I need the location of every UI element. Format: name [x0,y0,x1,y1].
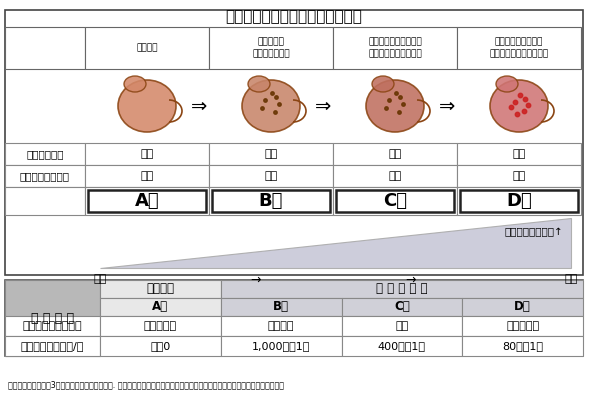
FancyBboxPatch shape [342,316,462,336]
Text: B群: B群 [273,301,289,314]
Text: 胃粘膜の萎縮が進み
ピロリ菌も生息できない: 胃粘膜の萎縮が進み ピロリ菌も生息できない [490,38,549,58]
Text: 胃がんリスク検診の総合判定方法: 胃がんリスク検診の総合判定方法 [225,9,362,24]
FancyBboxPatch shape [460,190,578,212]
Text: A群: A群 [152,301,168,314]
Text: 陽性: 陽性 [388,171,402,181]
Ellipse shape [496,76,518,92]
FancyBboxPatch shape [457,187,581,215]
FancyBboxPatch shape [88,190,206,212]
Text: 胃粘膜が炎症を起こし
少しずつ胃が萎縮する: 胃粘膜が炎症を起こし 少しずつ胃が萎縮する [368,38,422,58]
Text: 正常な胃に
ピロリ菌が感染: 正常な胃に ピロリ菌が感染 [252,38,290,58]
Text: 高い: 高い [565,274,578,284]
Text: 陰性: 陰性 [264,171,278,181]
FancyBboxPatch shape [100,280,221,298]
Text: 陰性: 陰性 [512,149,526,159]
Text: B群: B群 [259,192,283,210]
FancyBboxPatch shape [457,27,581,69]
Text: 低い: 低い [93,274,107,284]
Text: C群: C群 [394,301,409,314]
FancyBboxPatch shape [342,336,462,356]
Text: 胃がんの発生頻度/年: 胃がんの発生頻度/年 [21,341,84,351]
Ellipse shape [242,80,300,132]
FancyBboxPatch shape [5,280,583,356]
Text: 要 精 密 検 査: 要 精 密 検 査 [376,282,428,295]
Text: ピロリ菌抗体: ピロリ菌抗体 [26,149,64,159]
Text: 高い: 高い [395,321,408,331]
Text: D群: D群 [514,301,531,314]
Text: ⇒: ⇒ [191,96,207,115]
Ellipse shape [490,80,548,132]
Text: 400人に1人: 400人に1人 [378,341,426,351]
FancyBboxPatch shape [462,298,583,316]
Text: 胃がんの発生リスク: 胃がんの発生リスク [22,321,83,331]
FancyBboxPatch shape [212,190,330,212]
FancyBboxPatch shape [221,316,342,336]
FancyBboxPatch shape [333,187,457,215]
Text: 出典：三木一正　第3次対がん総合戦略研究事業. 胃がんスクリーニングのハイリスクストラテジーに関する研究（厚生労働省）: 出典：三木一正 第3次対がん総合戦略研究事業. 胃がんスクリーニングのハイリスク… [8,380,284,389]
Polygon shape [100,218,571,268]
FancyBboxPatch shape [462,316,583,336]
Text: 80人に1人: 80人に1人 [502,341,543,351]
Text: 胃がんの危険度　↑: 胃がんの危険度 ↑ [504,227,563,237]
FancyBboxPatch shape [5,27,85,69]
FancyBboxPatch shape [333,27,457,69]
Text: 正常な胃: 正常な胃 [136,43,158,53]
FancyBboxPatch shape [462,336,583,356]
Text: 非常に低い: 非常に低い [144,321,177,331]
Text: 精検不要: 精検不要 [146,282,175,295]
FancyBboxPatch shape [85,27,209,69]
FancyBboxPatch shape [333,165,457,187]
FancyBboxPatch shape [5,143,85,165]
Text: 1,000人に1人: 1,000人に1人 [252,341,310,351]
Ellipse shape [366,80,424,132]
FancyBboxPatch shape [221,336,342,356]
Text: →: → [405,274,416,287]
FancyBboxPatch shape [209,165,333,187]
Text: ほぼ0: ほぼ0 [150,341,171,351]
FancyBboxPatch shape [336,190,454,212]
FancyBboxPatch shape [209,187,333,215]
Text: 陽性: 陽性 [388,149,402,159]
Text: 非常に高い: 非常に高い [506,321,539,331]
FancyBboxPatch shape [5,280,100,356]
FancyBboxPatch shape [100,336,221,356]
FancyBboxPatch shape [5,187,85,215]
Text: 陽性: 陽性 [264,149,278,159]
Ellipse shape [248,76,270,92]
Text: ペプシノゲン検査: ペプシノゲン検査 [20,171,70,181]
FancyBboxPatch shape [209,143,333,165]
FancyBboxPatch shape [85,143,209,165]
Ellipse shape [118,80,176,132]
FancyBboxPatch shape [85,165,209,187]
FancyBboxPatch shape [221,280,583,298]
Text: 陽性: 陽性 [512,171,526,181]
Text: 総 合 判 定: 総 合 判 定 [31,312,74,325]
FancyBboxPatch shape [342,298,462,316]
Text: D群: D群 [506,192,532,210]
Text: ⇒: ⇒ [439,96,455,115]
FancyBboxPatch shape [5,165,85,187]
FancyBboxPatch shape [85,187,209,215]
Ellipse shape [372,76,394,92]
FancyBboxPatch shape [209,27,333,69]
FancyBboxPatch shape [457,165,581,187]
FancyBboxPatch shape [333,143,457,165]
FancyBboxPatch shape [5,316,100,336]
FancyBboxPatch shape [100,316,221,336]
FancyBboxPatch shape [5,10,583,275]
Text: ⇒: ⇒ [315,96,331,115]
Text: 陰性: 陰性 [140,171,153,181]
FancyBboxPatch shape [221,298,342,316]
Text: →: → [250,274,261,287]
Text: C群: C群 [383,192,407,210]
FancyBboxPatch shape [5,336,100,356]
FancyBboxPatch shape [100,298,221,316]
Ellipse shape [124,76,146,92]
FancyBboxPatch shape [457,143,581,165]
Text: A群: A群 [135,192,159,210]
Text: やや高い: やや高い [268,321,294,331]
Text: 陰性: 陰性 [140,149,153,159]
